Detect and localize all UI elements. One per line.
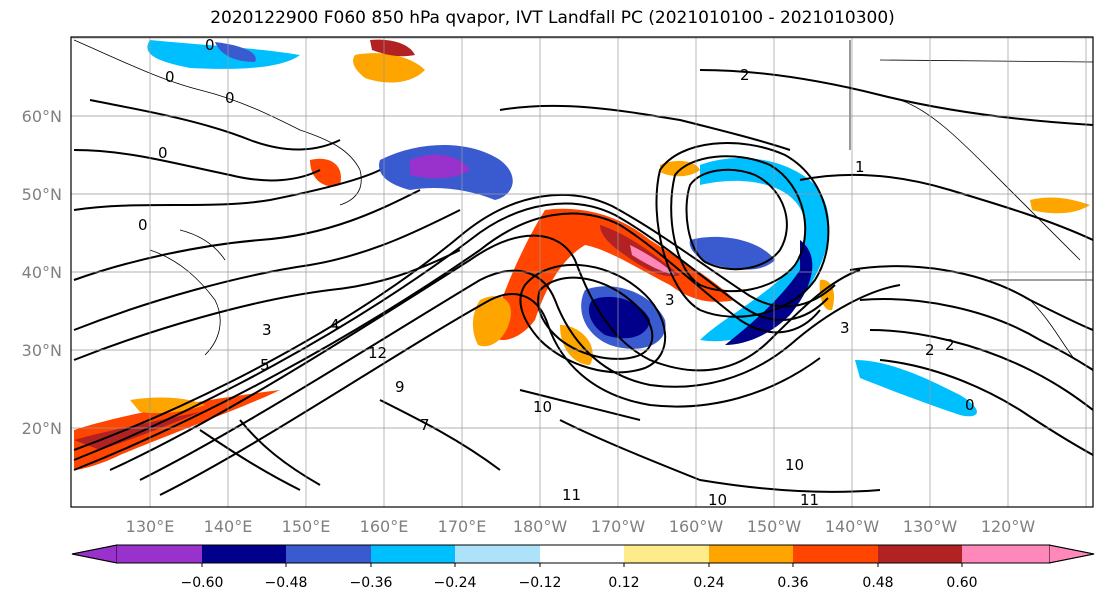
colorbar-segment [709,545,793,563]
contour-label: 0 [158,144,168,162]
colorbar-segment [540,545,624,563]
contour-label: 5 [260,356,270,374]
colorbar-segment [793,545,878,563]
contour-label: 3 [262,321,272,339]
colorbar-extend-low [71,544,118,564]
lon-label: 180°W [513,517,568,536]
shaded-fields [74,39,1090,470]
map-panel [70,36,1094,508]
colorbar [71,544,1095,567]
colorbar-tick-label: −0.36 [350,575,393,591]
lon-label: 140°E [204,517,253,536]
contour-label: 2 [740,66,750,84]
colorbar-tick-label: 0.24 [693,575,724,591]
lon-label: 150°W [747,517,802,536]
coastlines [73,39,1093,361]
lon-label: 130°E [126,517,175,536]
lat-label: 50°N [22,185,62,204]
colorbar-tick-label: 0.60 [946,575,977,591]
lon-label: 160°E [360,517,409,536]
contour-label: 10 [785,456,804,474]
colorbar-segment [202,545,286,563]
gridlines [71,37,1093,507]
lon-label: 160°W [669,517,724,536]
colorbar-segment [286,545,371,563]
contour-label: 4 [330,316,340,334]
contour-label: 0 [165,68,175,86]
contour-label: 1 [855,158,865,176]
colorbar-tick-label: −0.24 [434,575,477,591]
contour-label: 2 [925,341,935,359]
lon-label: 140°W [825,517,880,536]
colorbar-tick-label: −0.60 [181,575,224,591]
colorbar-segment [117,545,202,563]
contour-label: 12 [368,344,387,362]
colorbar-extend-high [1048,544,1095,564]
colorbar-segment [878,545,962,563]
colorbar-outline [71,544,1095,564]
colorbar-segment [371,545,455,563]
contour-label: 3 [665,291,675,309]
colorbar-segment [624,545,709,563]
lon-label: 170°E [438,517,487,536]
contour-lines [73,69,1093,496]
lat-label: 30°N [22,341,62,360]
map-title: 2020122900 F060 850 hPa qvapor, IVT Land… [210,8,895,28]
contour-label: 0 [138,216,148,234]
lat-label: 20°N [22,419,62,438]
colorbar-tick-label: −0.48 [265,575,308,591]
contour-label: 0 [225,89,235,107]
contour-label: 7 [420,416,430,434]
contour-label: 9 [395,378,405,396]
contour-label: 10 [708,491,727,509]
lat-label: 40°N [22,263,62,282]
contour-label: 10 [533,398,552,416]
contour-label: 2 [945,336,955,354]
colorbar-segment [455,545,540,563]
contour-label-group: 0 0 0 0 0 1 2 3 3 4 5 7 9 10 10 10 11 11… [138,36,975,509]
latitude-labels: 60°N 50°N 40°N 30°N 20°N [22,107,62,438]
contour-label: 0 [205,36,215,54]
lon-label: 170°W [591,517,646,536]
colorbar-tick-label: 0.48 [862,575,893,591]
colorbar-tick-label: −0.12 [519,575,562,591]
colorbar-tick-label: 0.36 [777,575,808,591]
lon-label: 150°E [282,517,331,536]
contour-label: 11 [562,486,581,504]
colorbar-tick-label: 0.12 [608,575,639,591]
lon-label: 120°W [981,517,1036,536]
contour-label: 0 [965,396,975,414]
lat-label: 60°N [22,107,62,126]
contour-label: 11 [800,491,819,509]
colorbar-tick-labels: −0.60 −0.48 −0.36 −0.24 −0.12 0.12 0.24 … [181,575,978,591]
lon-label: 130°W [903,517,958,536]
longitude-labels: 130°E 140°E 150°E 160°E 170°E 180°W 170°… [126,517,1036,536]
colorbar-segment [962,545,1049,563]
contour-label: 3 [840,319,850,337]
